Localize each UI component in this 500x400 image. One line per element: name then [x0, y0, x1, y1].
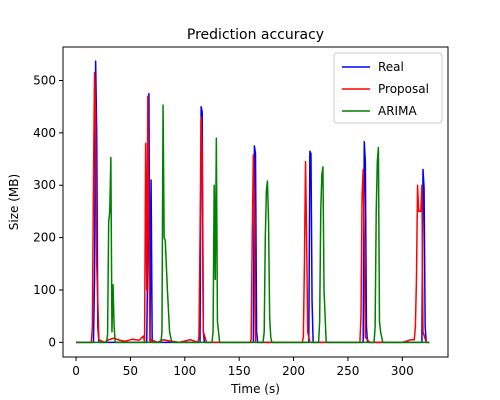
- x-tick-label: 300: [391, 364, 414, 378]
- x-tick-label: 200: [282, 364, 305, 378]
- y-tick-label: 300: [33, 178, 56, 192]
- series-line-arima: [76, 104, 430, 344]
- legend: Real Proposal ARIMA: [333, 52, 443, 124]
- plot-frame: [62, 46, 449, 358]
- y-axis-label: Size (MB): [7, 174, 21, 230]
- legend-label-arima: ARIMA: [378, 104, 417, 118]
- legend-label-proposal: Proposal: [378, 82, 429, 96]
- y-tick-label: 500: [33, 74, 56, 88]
- legend-label-real: Real: [378, 60, 404, 74]
- x-axis-label: Time (s): [230, 382, 280, 396]
- series-layer: [76, 60, 430, 344]
- x-tick-label: 0: [72, 364, 80, 378]
- y-tick-label: 0: [48, 335, 56, 349]
- x-tick-label: 150: [228, 364, 251, 378]
- x-tick-label: 250: [336, 364, 359, 378]
- legend-box: [333, 52, 443, 124]
- chart-title: Prediction accuracy: [187, 27, 324, 43]
- x-tick-label: 100: [173, 364, 196, 378]
- y-tick-label: 200: [33, 231, 56, 245]
- y-tick-label: 400: [33, 126, 56, 140]
- y-tick-label: 100: [33, 283, 56, 297]
- x-tick-label: 50: [123, 364, 138, 378]
- ticks-layer: 0 50 100 150 200 250 300 0 100 200 300 400 500: [33, 74, 414, 378]
